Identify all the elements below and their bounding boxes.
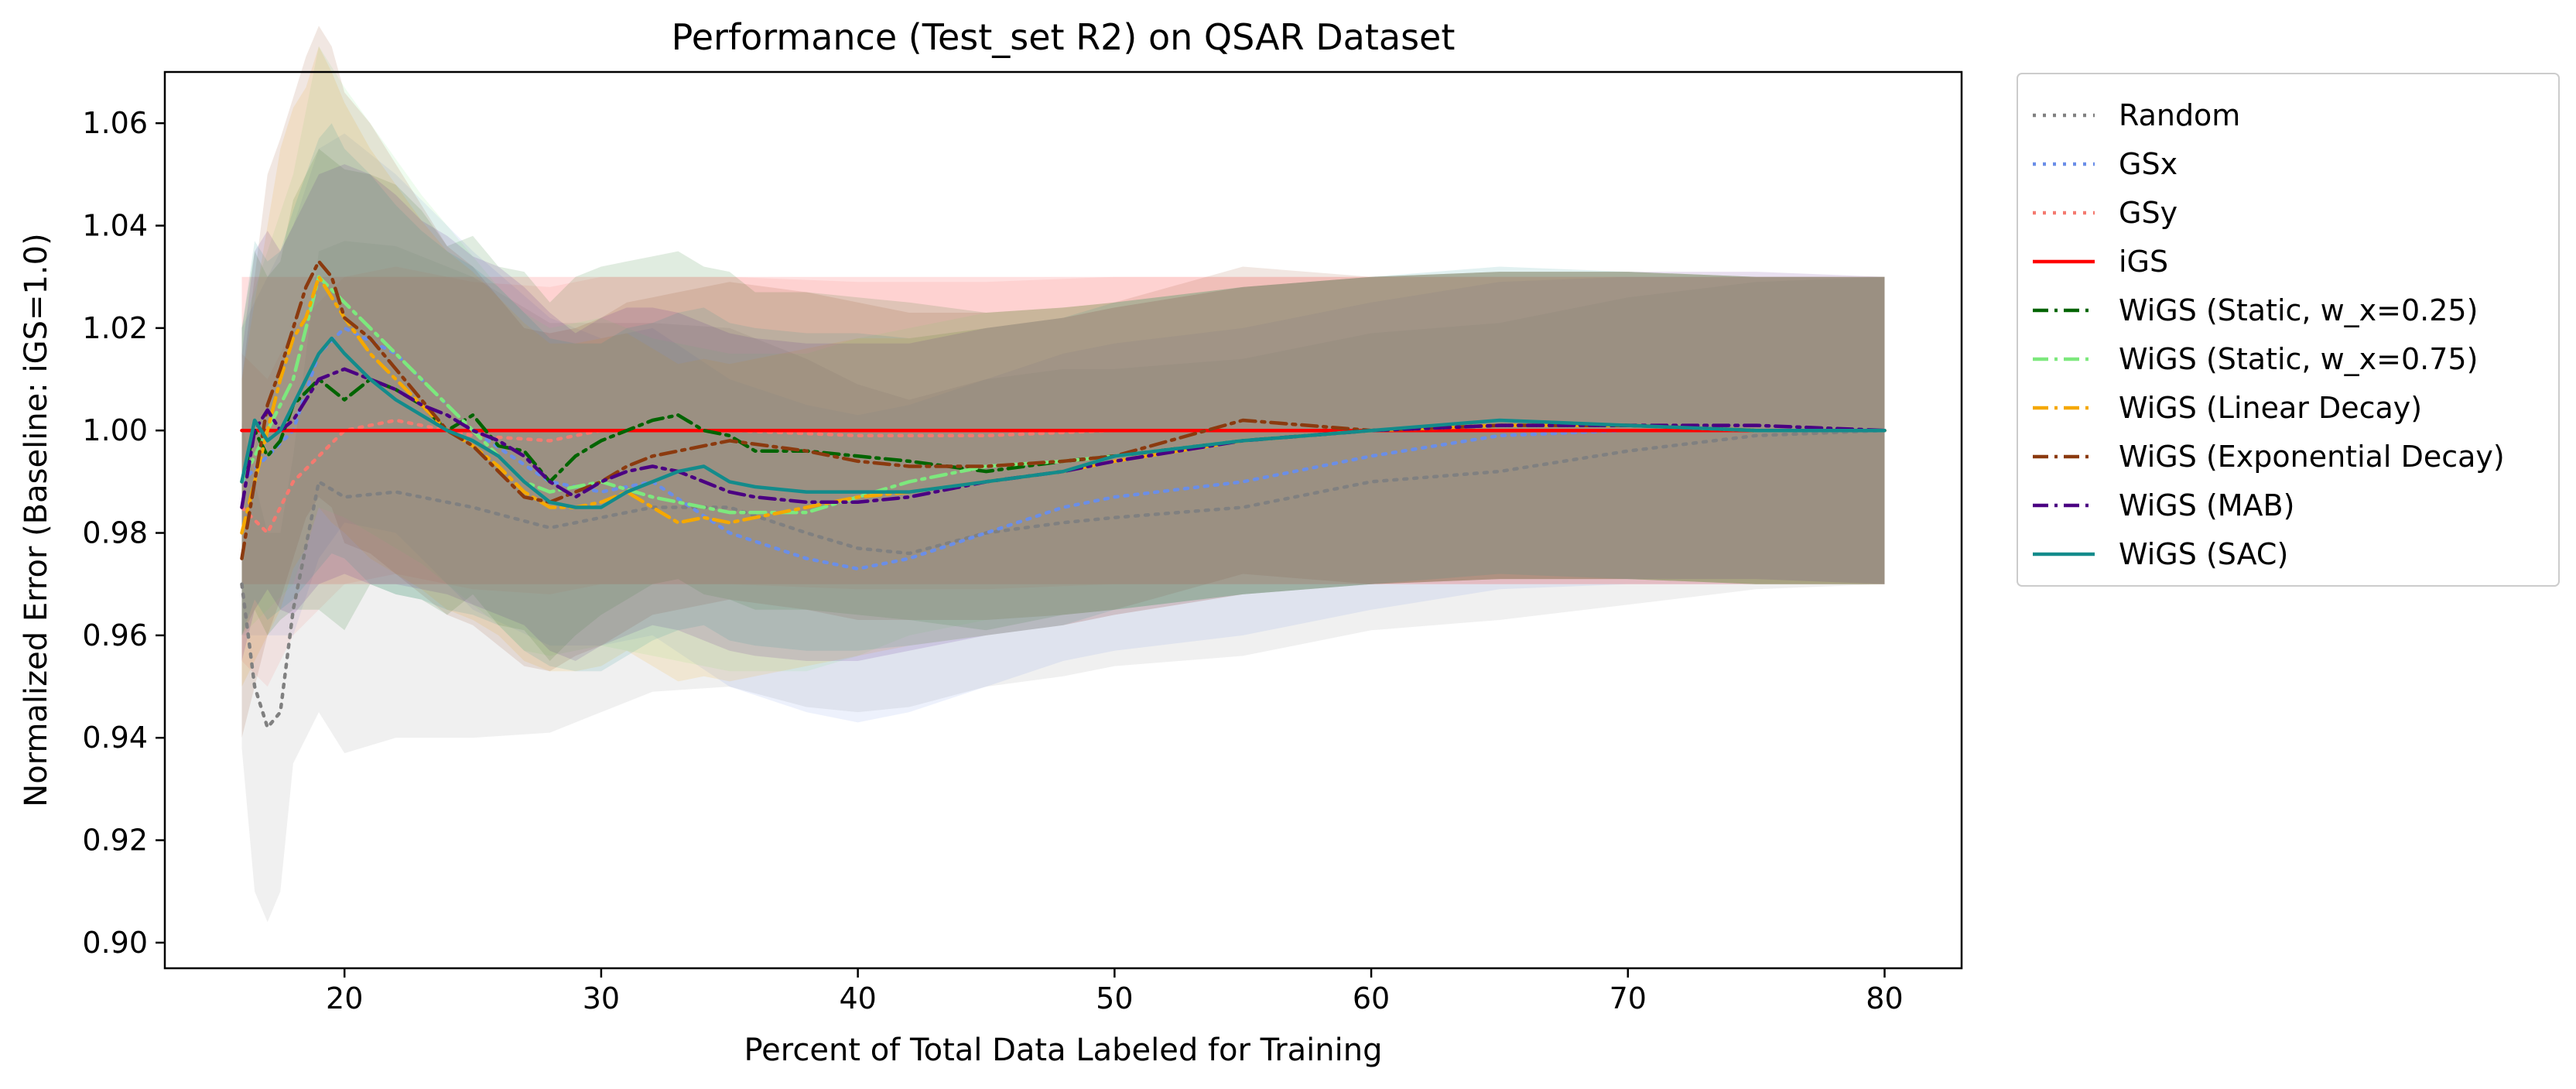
x-tick-label: 50 [1096,981,1133,1015]
chart-title: Performance (Test_set R2) on QSAR Datase… [672,16,1456,58]
plot-frame [163,70,1963,970]
series-line-6 [240,275,1887,535]
y-axis-ticks: 0.90 0.92 0.94 0.96 0.98 1.00 1.02 1.04 1.06 [82,106,165,960]
x-axis-ticks: 20 30 40 50 60 70 80 [326,968,1904,1015]
legend-label: Random [2119,98,2240,132]
legend-label: WiGS (SAC) [2119,537,2288,571]
band-2 [241,266,1885,687]
y-tick-label: 0.96 [82,618,148,652]
x-tick-label: 60 [1353,981,1390,1015]
legend-label: WiGS (Linear Decay) [2119,391,2422,425]
band-5 [241,46,1885,672]
x-axis-title: Percent of Total Data Labeled for Traini… [744,1032,1382,1068]
series-line-9 [240,336,1887,509]
y-tick-label: 1.04 [82,209,148,243]
band-6 [241,46,1885,687]
y-tick-label: 0.98 [82,516,148,550]
x-tick-label: 20 [326,981,363,1015]
series-line-8 [240,367,1887,509]
y-tick-label: 0.94 [82,721,148,755]
legend-label: WiGS (MAB) [2119,488,2294,522]
band-4 [241,149,1885,662]
y-tick-label: 1.00 [82,413,148,447]
y-tick-label: 1.06 [82,106,148,140]
legend-label: GSx [2119,147,2177,181]
band-1 [241,133,1885,723]
series-line-7 [240,259,1887,560]
legend-label: WiGS (Exponential Decay) [2119,440,2505,474]
series-line-1 [240,326,1887,571]
legend-label: GSy [2119,196,2177,230]
band-0 [241,241,1885,923]
legend-label: iGS [2119,245,2168,279]
legend-label: WiGS (Static, w_x=0.25) [2119,293,2478,327]
x-tick-label: 80 [1866,981,1903,1015]
band-9 [241,123,1885,672]
band-8 [241,164,1885,662]
y-tick-label: 0.90 [82,926,148,960]
y-tick-label: 0.92 [82,824,148,858]
legend: Random GSx GSy iGS WiGS (Static, w_x=0.25) Wi… [2017,73,2560,587]
confidence-bands [241,26,1885,923]
band-7 [241,26,1885,738]
legend-label: WiGS (Static, w_x=0.75) [2119,342,2478,376]
x-tick-label: 30 [583,981,620,1015]
legend-box [2017,73,2560,587]
x-tick-label: 70 [1610,981,1647,1015]
y-tick-label: 1.02 [82,311,148,345]
y-axis-title: Normalized Error (Baseline: iGS=1.0) [19,233,54,806]
x-tick-label: 40 [839,981,876,1015]
series-lines [240,259,1887,730]
